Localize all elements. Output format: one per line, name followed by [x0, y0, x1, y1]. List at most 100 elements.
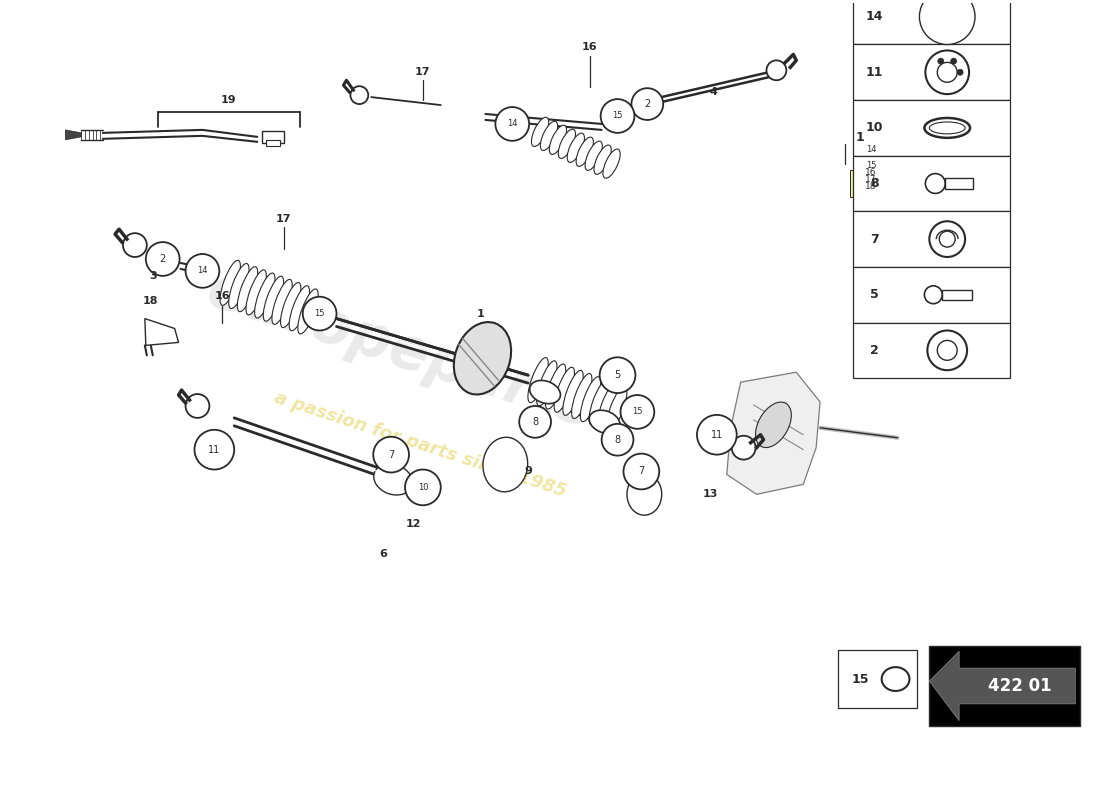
Ellipse shape: [246, 270, 266, 315]
Text: 14: 14: [867, 146, 877, 154]
Bar: [852, 45, 1010, 100]
Circle shape: [939, 231, 955, 247]
Bar: [852, 0, 1010, 45]
Bar: [943, 290, 972, 300]
Circle shape: [495, 107, 529, 141]
Text: 7: 7: [388, 450, 394, 460]
Ellipse shape: [220, 260, 241, 306]
Text: 16: 16: [865, 168, 877, 177]
Text: 422 01: 422 01: [988, 677, 1052, 695]
Text: 8: 8: [870, 177, 879, 190]
Circle shape: [925, 174, 945, 194]
Circle shape: [925, 0, 969, 38]
Polygon shape: [727, 372, 821, 494]
Ellipse shape: [627, 474, 662, 515]
Text: 14: 14: [197, 266, 208, 275]
Text: 15: 15: [867, 161, 877, 170]
Text: 15: 15: [613, 111, 623, 121]
Circle shape: [924, 286, 943, 304]
Ellipse shape: [590, 380, 609, 425]
Circle shape: [146, 242, 179, 276]
Ellipse shape: [572, 374, 592, 418]
Ellipse shape: [528, 358, 548, 402]
Circle shape: [519, 406, 551, 438]
Text: 3: 3: [148, 271, 156, 281]
Bar: [852, 100, 1010, 156]
Ellipse shape: [603, 149, 620, 178]
Circle shape: [351, 86, 369, 104]
Ellipse shape: [882, 667, 910, 691]
Ellipse shape: [606, 386, 627, 431]
Circle shape: [602, 424, 634, 456]
Ellipse shape: [756, 402, 791, 447]
Ellipse shape: [540, 122, 558, 150]
Ellipse shape: [280, 282, 301, 327]
Ellipse shape: [289, 286, 309, 330]
Text: 2: 2: [645, 99, 650, 109]
Ellipse shape: [529, 381, 560, 404]
Text: 15: 15: [315, 309, 324, 318]
Ellipse shape: [272, 279, 293, 324]
Ellipse shape: [549, 126, 566, 154]
Circle shape: [732, 436, 756, 459]
Ellipse shape: [576, 137, 593, 166]
Circle shape: [373, 437, 409, 473]
Bar: [262, 131, 284, 142]
Circle shape: [856, 150, 888, 182]
Circle shape: [767, 60, 786, 80]
Circle shape: [624, 454, 659, 490]
Text: 10: 10: [866, 122, 883, 134]
Circle shape: [925, 50, 969, 94]
Bar: [852, 322, 1010, 378]
Ellipse shape: [374, 464, 412, 495]
Text: a passion for parts since 1985: a passion for parts since 1985: [273, 389, 570, 501]
Circle shape: [938, 58, 944, 64]
Ellipse shape: [594, 145, 612, 174]
Text: 19: 19: [220, 95, 236, 105]
Text: 16: 16: [582, 42, 597, 53]
Ellipse shape: [238, 266, 257, 312]
Ellipse shape: [546, 364, 565, 409]
Circle shape: [405, 470, 441, 506]
Text: 12: 12: [405, 519, 420, 529]
Text: 11: 11: [208, 445, 220, 454]
Ellipse shape: [254, 273, 275, 318]
Ellipse shape: [554, 367, 574, 412]
Text: 15: 15: [632, 407, 642, 417]
Circle shape: [957, 70, 964, 75]
Circle shape: [697, 415, 737, 454]
Text: 11: 11: [866, 66, 883, 78]
Ellipse shape: [229, 263, 249, 309]
Circle shape: [920, 0, 975, 45]
Ellipse shape: [597, 383, 618, 428]
Circle shape: [856, 134, 888, 166]
Ellipse shape: [581, 377, 601, 422]
Circle shape: [123, 233, 146, 257]
Bar: [852, 156, 1010, 211]
Bar: [838, 650, 917, 708]
Circle shape: [937, 62, 957, 82]
Text: 15: 15: [851, 673, 869, 686]
Text: 2: 2: [160, 254, 166, 264]
Ellipse shape: [563, 370, 583, 415]
Circle shape: [620, 395, 654, 429]
Polygon shape: [145, 318, 178, 346]
Text: 18: 18: [865, 182, 877, 191]
Bar: [852, 267, 1010, 322]
Text: 2: 2: [870, 344, 879, 357]
Text: 4: 4: [710, 87, 718, 97]
Circle shape: [600, 358, 636, 393]
Circle shape: [186, 394, 209, 418]
Ellipse shape: [559, 129, 575, 158]
Ellipse shape: [930, 122, 965, 134]
Polygon shape: [930, 651, 1076, 721]
Circle shape: [186, 254, 219, 288]
Circle shape: [927, 330, 967, 370]
Circle shape: [950, 58, 957, 64]
Text: 16: 16: [214, 290, 230, 301]
Ellipse shape: [924, 118, 970, 138]
Ellipse shape: [298, 289, 318, 334]
Text: 17: 17: [865, 175, 877, 184]
Ellipse shape: [568, 133, 584, 162]
Circle shape: [930, 222, 965, 257]
